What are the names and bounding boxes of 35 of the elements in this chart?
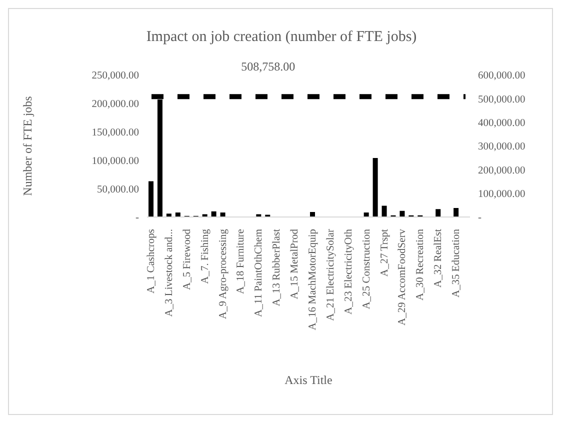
- y2-tick-label: 600,000.00: [478, 70, 526, 82]
- x-tick-label: A_32 RealEst: [433, 228, 444, 288]
- y-tick-label: 50,000.00: [97, 184, 139, 196]
- x-tick-label: A_1 Cashcrops: [146, 229, 157, 294]
- x-tick-label: A_13 RubberPlast: [272, 228, 283, 306]
- x-tick-label: A_9 Agro-processing: [218, 228, 229, 320]
- data-label: 508,758.00: [241, 60, 296, 74]
- chart-title: Impact on job creation (number of FTE jobs): [145, 29, 418, 46]
- y-tick-label: -: [136, 212, 140, 224]
- x-tick-label: A_11 PaintOthChem: [254, 229, 265, 317]
- y2-tick-label: 500,000.00: [478, 94, 526, 106]
- y-tick-label: 200,000.00: [92, 99, 139, 110]
- x-tick-label: A_27 Trspt: [379, 228, 390, 277]
- x-tick-label: A_25 Construction: [361, 228, 372, 310]
- x-tick-label: A_5 Firewood: [182, 228, 193, 290]
- y-tick-label: 150,000.00: [92, 128, 139, 139]
- x-axis-title: Axis Title: [284, 373, 332, 387]
- x-tick-label: A_18 Furniture: [236, 228, 247, 294]
- y2-tick-label: 300,000.00: [478, 142, 526, 153]
- x-tick-label: A_30 Recreation: [415, 228, 426, 300]
- y-axis-title: Number of FTE jobs: [20, 96, 34, 196]
- x-tick-label: A_29 AccomFoodServ: [397, 228, 408, 326]
- y2-tick-label: 200,000.00: [478, 165, 526, 176]
- y-tick-label: 100,000.00: [92, 156, 139, 167]
- y2-tick-label: -: [478, 212, 482, 224]
- x-tick-label: A_21 ElectricitySolar: [325, 228, 336, 321]
- y2-tick-label: 100,000.00: [478, 189, 526, 200]
- x-tick-label: A_16 MachMotorEquip: [307, 229, 318, 330]
- x-tick-label: A_7. Fishing: [200, 228, 211, 284]
- x-tick-label: A_23 ElectricityOth: [343, 228, 354, 314]
- y-tick-label: 250,000.00: [92, 70, 139, 82]
- x-tick-label: A_35 Education: [451, 228, 462, 298]
- y2-tick-label: 400,000.00: [478, 118, 526, 130]
- x-tick-label: A_3 Livestock and...: [164, 229, 175, 317]
- x-tick-label: A_15 MetalProd: [290, 228, 301, 300]
